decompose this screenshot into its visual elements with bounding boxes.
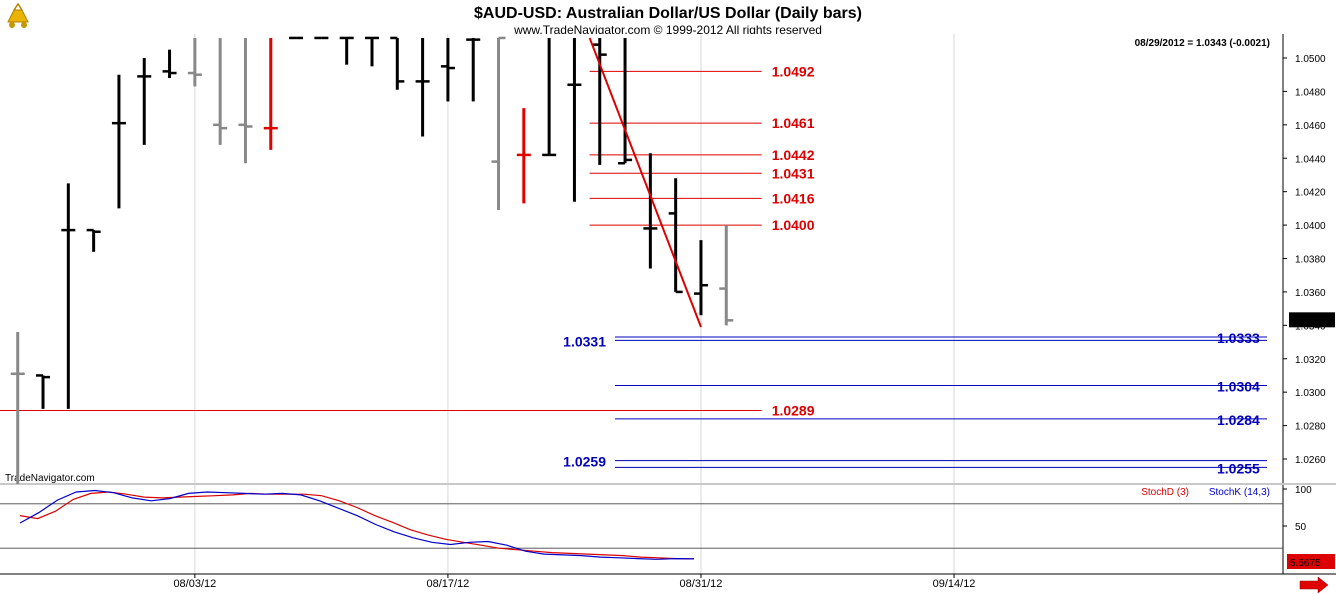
y-tick-label-2: 1.0460: [1295, 121, 1326, 132]
bar-14: [364, 36, 379, 67]
bar-20: [516, 108, 531, 204]
scroll-right-arrow-icon[interactable]: [1299, 576, 1329, 594]
y-tick-label-5: 1.0400: [1295, 221, 1326, 232]
bar-25: [643, 153, 658, 269]
x-tick-label-0: 08/03/12: [173, 578, 216, 590]
support-label-5: 1.0255: [1217, 460, 1260, 476]
osc-tick-label-1: 50: [1295, 522, 1307, 533]
bar-16: [415, 37, 430, 137]
date-axis-ticks: 08/03/12 08/17/12 08/31/12 09/14/12: [173, 574, 975, 590]
resistance-label-3: 1.0431: [772, 165, 815, 181]
y-tick-label-7: 1.0360: [1295, 288, 1326, 299]
resistance-label-6: 1.0289: [772, 403, 815, 419]
resistance-label-1: 1.0461: [772, 115, 815, 131]
bar-2: [61, 183, 76, 409]
bar-1: [36, 374, 51, 409]
osc-last-label: 5.5675: [1290, 558, 1321, 569]
oscillator-reference-lines: [0, 503, 1283, 549]
bar-8: [213, 37, 228, 145]
bar-24: [618, 37, 633, 165]
support-label-0: 1.0333: [1217, 330, 1260, 346]
y-tick-label-11: 1.0280: [1295, 422, 1326, 433]
price-bars: [10, 36, 734, 484]
bar-10: [263, 37, 278, 150]
copyright-notice: www.TradeNavigator.com © 1999-2012 All r…: [513, 23, 822, 37]
resistance-label-2: 1.0442: [772, 147, 815, 163]
bar-6: [162, 49, 177, 79]
bar-22: [567, 37, 582, 202]
x-tick-label-2: 08/31/12: [680, 578, 723, 590]
last-price-label: 1.0343: [1291, 316, 1322, 327]
oscillator-axis-ticks: 100 50: [1283, 485, 1312, 533]
y-tick-label-6: 1.0380: [1295, 255, 1326, 266]
down-trendline: [588, 37, 702, 328]
osc-legend-1: StochK (14,3): [1209, 487, 1270, 498]
osc-legend-0: StochD (3): [1141, 487, 1189, 498]
oscillator-lines: [19, 489, 695, 560]
bar-18: [466, 37, 481, 102]
price-panel: [0, 34, 1283, 484]
y-tick-label-3: 1.0440: [1295, 154, 1326, 165]
resistance-label-4: 1.0416: [772, 190, 815, 206]
price-readout: 08/29/2012 = 1.0343 (-0.0021): [1135, 38, 1270, 49]
support-label-3: 1.0284: [1217, 412, 1260, 428]
y-tick-label-10: 1.0300: [1295, 388, 1326, 399]
y-tick-label-4: 1.0420: [1295, 188, 1326, 199]
y-tick-label-0: 1.0500: [1295, 54, 1326, 65]
bar-9: [238, 37, 253, 164]
bar-26: [668, 178, 683, 294]
trading-cart-logo-icon: [6, 2, 30, 28]
bar-4: [111, 74, 126, 209]
support-label-4: 1.0259: [563, 454, 606, 470]
chart-title: $AUD-USD: Australian Dollar/US Dollar (D…: [474, 5, 862, 22]
bar-19: [491, 36, 506, 211]
bar-28: [719, 225, 734, 326]
last-price-marker: 1.0343: [1289, 312, 1335, 328]
x-tick-label-1: 08/17/12: [426, 578, 469, 590]
osc-series-1: [19, 489, 695, 560]
osc-series-0: [19, 491, 695, 560]
support-label-1: 1.0331: [563, 333, 606, 349]
oscillator-legend: StochD (3) StochK (14,3): [1141, 487, 1270, 498]
oscillator-last-value: 5.5675: [1287, 554, 1335, 569]
bar-7: [187, 37, 202, 87]
watermark: TradeNavigator.com: [5, 473, 95, 484]
bar-17: [440, 37, 455, 102]
y-tick-label-9: 1.0320: [1295, 355, 1326, 366]
y-tick-label-12: 1.0260: [1295, 455, 1326, 466]
osc-last-box: [1287, 554, 1335, 569]
resistance-label-0: 1.0492: [772, 63, 815, 79]
bar-15: [390, 36, 405, 90]
bar-13: [339, 36, 354, 65]
y-tick-label-1: 1.0480: [1295, 87, 1326, 98]
bar-0: [10, 332, 25, 484]
bar-27: [693, 240, 708, 316]
last-price-box: [1289, 312, 1335, 328]
price-axis-ticks: 1.0500 1.0480 1.0460 1.0440 1.0420 1.0400 1.03…: [1283, 54, 1326, 466]
trendline: [588, 37, 702, 328]
x-tick-label-3: 09/14/12: [933, 578, 976, 590]
bar-23: [592, 37, 607, 165]
resistance-label-5: 1.0400: [772, 217, 815, 233]
bar-21: [542, 37, 557, 157]
osc-tick-label-0: 100: [1295, 485, 1312, 496]
support-label-2: 1.0304: [1217, 378, 1260, 394]
bar-3: [86, 228, 101, 252]
bar-5: [137, 58, 152, 145]
